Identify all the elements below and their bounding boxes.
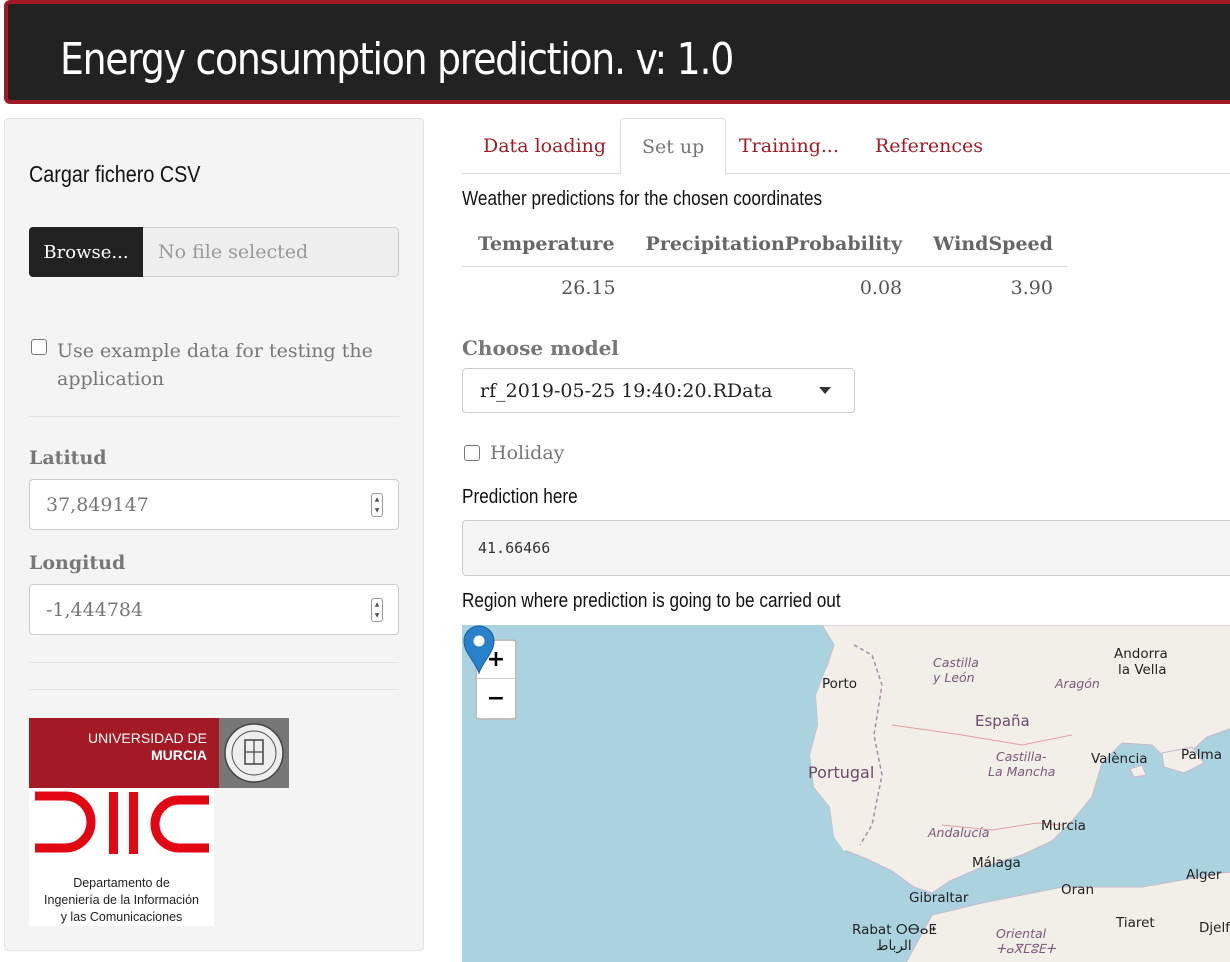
longitude-value: -1,444784 [46, 598, 144, 621]
holiday-label: Holiday [490, 442, 565, 464]
tab-training[interactable]: Training... [739, 135, 839, 157]
column-header-temperature: Temperature [462, 222, 631, 267]
choose-model-label: Choose model [462, 336, 619, 360]
map-label-oriental: Oriental ⵜⴰⴳⵎⵓⴹⵜ [996, 926, 1056, 956]
prediction-output: 41.66466 [462, 520, 1230, 576]
tab-set-up[interactable]: Set up [620, 118, 727, 175]
longitude-input[interactable]: -1,444784 ▲ ▼ [29, 584, 399, 635]
file-input: Browse... No file selected [29, 227, 399, 277]
longitude-spinner[interactable]: ▲ ▼ [371, 598, 383, 622]
example-data-option[interactable]: Use example data for testing the applica… [31, 337, 391, 393]
column-header-windspeed: WindSpeed [933, 222, 1068, 267]
precipitation-value: 0.08 [859, 277, 903, 300]
map-tiles [809, 625, 1230, 962]
map-label-tiaret: Tiaret [1116, 915, 1155, 931]
zoom-out-button[interactable]: − [486, 685, 506, 711]
divider [29, 689, 399, 690]
prediction-heading: Prediction here [462, 486, 578, 508]
universidad-murcia-wordmark: UNIVERSIDAD DE MURCIA [29, 718, 219, 788]
latitude-input[interactable]: 37,849147 ▲ ▼ [29, 479, 399, 530]
map-label-portugal: Portugal [808, 763, 875, 782]
region-map[interactable]: + − Castilla y León Porto Aragón Andorra l… [462, 625, 1230, 962]
windspeed-value: 3.90 [1010, 277, 1053, 300]
file-upload-title: Cargar fichero CSV [29, 161, 201, 187]
diic-letters-icon [35, 791, 209, 854]
tab-data-loading[interactable]: Data loading [483, 135, 607, 157]
latitude-spinner[interactable]: ▲ ▼ [371, 493, 383, 517]
sidebar-panel: Cargar fichero CSV Browse... No file sel… [4, 118, 424, 951]
university-seal-icon [219, 718, 289, 788]
universidad-murcia-logo: UNIVERSIDAD DE MURCIA [29, 718, 289, 788]
weather-heading: Weather predictions for the chosen coord… [462, 188, 823, 210]
example-data-label: Use example data for testing the applica… [57, 340, 373, 390]
map-label-rabat: Rabat ⵔⴱⴰⵟ الرباط [852, 922, 937, 954]
zoom-in-button[interactable]: + [477, 641, 515, 679]
latitude-value: 37,849147 [46, 493, 149, 516]
table-row: 26.15 0.08 3.90 [462, 266, 1068, 310]
department-name: Departamento de Ingeniería de la Informa… [44, 876, 199, 924]
divider [29, 662, 399, 663]
map-label-aragon: Aragón [1055, 676, 1100, 691]
map-label-alger: Alger [1186, 867, 1222, 883]
browse-button[interactable]: Browse... [29, 227, 143, 277]
map-label-djelfa: Djelfa [1199, 920, 1230, 936]
holiday-checkbox[interactable] [464, 445, 480, 461]
map-label-castilla-mancha: Castilla- La Mancha [988, 749, 1056, 779]
latitude-label: Latitud [29, 447, 107, 469]
model-selected-value: rf_2019-05-25 19:40:20.RData [480, 379, 773, 402]
temperature-value: 26.15 [561, 277, 616, 300]
map-label-valencia: València [1091, 751, 1148, 767]
zoom-control: + − [475, 639, 517, 720]
map-label-palma: Palma [1181, 747, 1222, 763]
tab-references[interactable]: References [875, 135, 984, 157]
map-label-oran: Oran [1061, 882, 1095, 898]
map-label-murcia: Murcia [1041, 818, 1086, 834]
example-data-checkbox[interactable] [31, 339, 47, 355]
tab-bar: Data loading Set up Training... Referenc… [462, 118, 1230, 175]
holiday-option[interactable]: Holiday [464, 442, 564, 464]
model-select[interactable]: rf_2019-05-25 19:40:20.RData [462, 368, 855, 413]
map-label-andalucia: Andalucía [928, 825, 990, 840]
weather-table: Temperature PrecipitationProbability Win… [462, 222, 1068, 310]
navbar: Energy consumption prediction. v: 1.0 [4, 0, 1230, 104]
map-label-malaga: Málaga [972, 855, 1021, 871]
diic-logo: Departamento de Ingeniería de la Informa… [29, 788, 214, 926]
app-title: Energy consumption prediction. v: 1.0 [60, 34, 734, 85]
main-panel: Data loading Set up Training... Referenc… [462, 118, 1230, 962]
map-label-andorra: Andorra la Vella [1114, 646, 1168, 678]
divider [29, 416, 399, 417]
map-label-espana: España [975, 712, 1030, 730]
location-pin-icon[interactable] [462, 625, 496, 675]
map-label-gibraltar: Gibraltar [909, 890, 969, 906]
longitude-label: Longitud [29, 552, 126, 574]
chevron-down-icon [819, 387, 831, 394]
file-name-field[interactable]: No file selected [143, 227, 399, 277]
region-heading: Region where prediction is going to be c… [462, 590, 841, 612]
column-header-precipitation: PrecipitationProbability [630, 222, 934, 267]
map-label-castilla-leon: Castilla y León [933, 655, 979, 685]
map-label-porto: Porto [822, 676, 858, 692]
